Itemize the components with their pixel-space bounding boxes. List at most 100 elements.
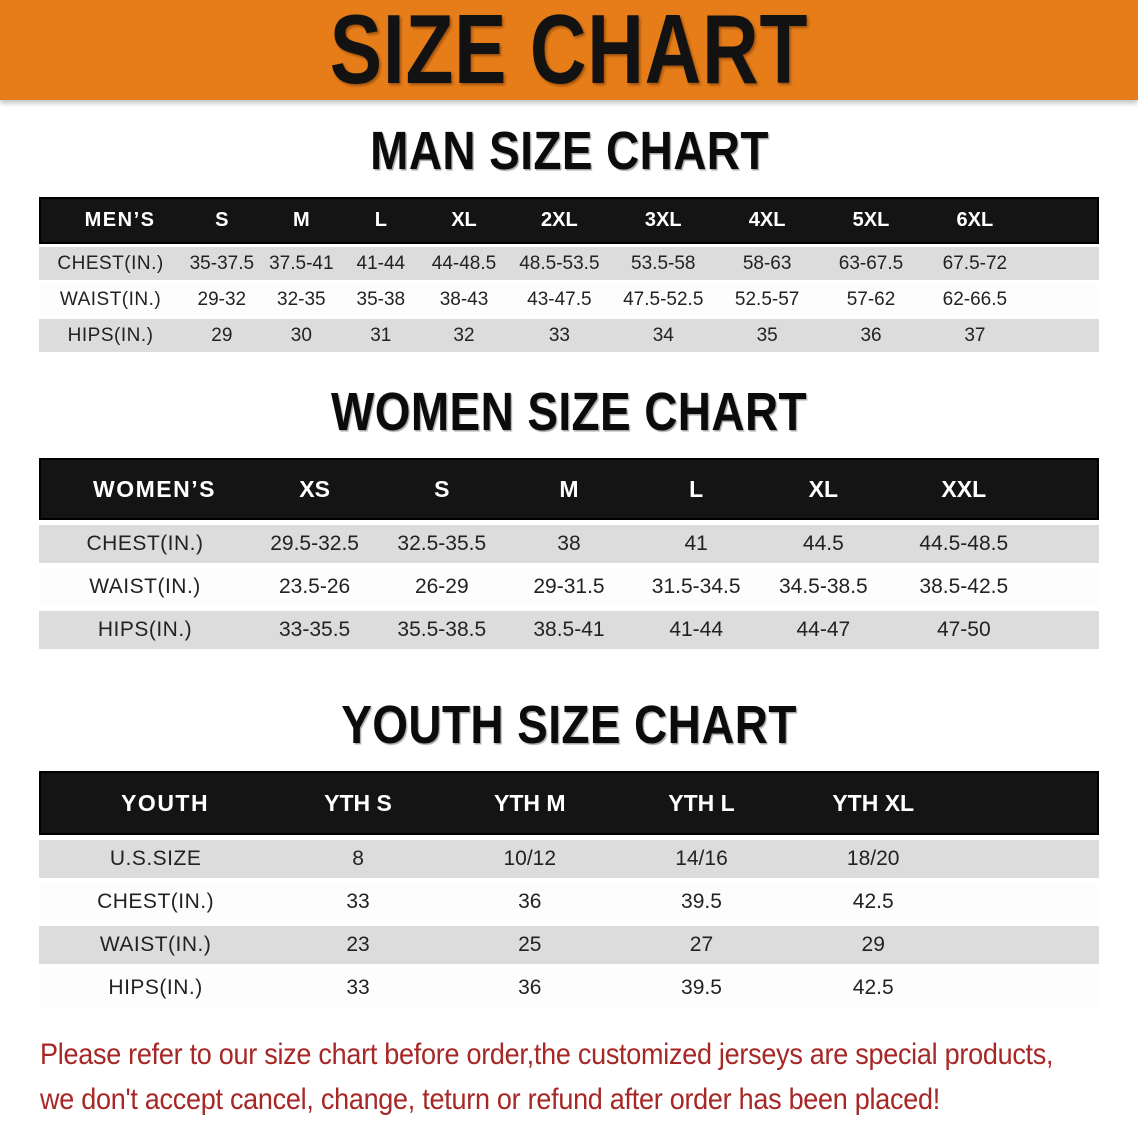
table-cell: 8 [272,840,444,878]
table-cell: 23.5-26 [251,568,379,606]
table-cell: 39.5 [615,883,788,921]
row-label: CHEST(IN.) [39,883,273,921]
column-header: 4XL [715,197,820,244]
row-label: HIPS(IN.) [39,319,183,352]
table-cell: 41-44 [632,611,760,649]
row-filler [959,926,1099,964]
column-header: 5XL [819,197,923,244]
table-cell: 42.5 [787,883,960,921]
row-label: CHEST(IN.) [39,525,252,563]
row-label: WAIST(IN.) [39,926,273,964]
table-row: WAIST(IN.) 23.5-26 26-29 29-31.5 31.5-34.5 34… [39,568,1099,606]
table-cell: 23 [272,926,444,964]
column-header: M [261,197,342,244]
table-row: WAIST(IN.) 23 25 27 29 [39,926,1099,964]
column-header: XS [251,458,379,520]
table-cell: 27 [615,926,788,964]
row-label: WAIST(IN.) [39,568,252,606]
disclaimer-line-1: Please refer to our size chart before or… [40,1038,1054,1071]
row-filler [959,883,1099,921]
table-header-row: YOUTH YTH S YTH M YTH L YTH XL [39,771,1099,835]
row-filler [1026,283,1099,316]
row-filler [1026,247,1099,280]
table-row: WAIST(IN.) 29-32 32-35 35-38 38-43 43-47.5 47.… [39,283,1099,316]
table-row: CHEST(IN.) 29.5-32.5 32.5-35.5 38 41 44.5 44.5… [39,525,1099,563]
table-cell: 31 [341,319,421,352]
youth-chart-heading: YOUTH SIZE CHART [341,695,797,755]
row-label: WAIST(IN.) [39,283,183,316]
table-cell: 33-35.5 [251,611,379,649]
table-header-label: WOMEN’S [39,458,252,520]
table-cell: 38 [505,525,633,563]
column-header: XL [420,197,508,244]
table-cell: 35-38 [341,283,421,316]
table-cell: 33 [272,883,444,921]
table-cell: 47-50 [886,611,1041,649]
table-cell: 42.5 [787,969,960,1007]
women-size-table: WOMEN’S XS S M L XL XXL CHEST(IN.) 29.5-32.5 32.5… [39,453,1099,654]
table-cell: 43-47.5 [507,283,612,316]
men-chart-heading: MAN SIZE CHART [369,121,769,181]
column-header: L [341,197,421,244]
women-chart-heading: WOMEN SIZE CHART [330,382,807,442]
table-cell: 37 [922,319,1027,352]
column-header: YTH XL [787,771,960,835]
row-filler [1026,319,1099,352]
table-row: CHEST(IN.) 35-37.5 37.5-41 41-44 44-48.5 48.5… [39,247,1099,280]
table-cell: 58-63 [715,247,820,280]
table-cell: 36 [819,319,923,352]
table-cell: 10/12 [443,840,616,878]
table-cell: 14/16 [615,840,788,878]
table-cell: 26-29 [378,568,506,606]
table-cell: 29-32 [182,283,262,316]
column-header: YTH M [443,771,616,835]
table-cell: 63-67.5 [819,247,923,280]
men-size-table: MEN’S S M L XL 2XL 3XL 4XL 5XL 6XL CHEST(IN.) 35-37… [39,194,1099,355]
table-cell: 35-37.5 [182,247,262,280]
table-row: U.S.SIZE 8 10/12 14/16 18/20 [39,840,1099,878]
column-header: 6XL [922,197,1027,244]
table-cell: 41-44 [341,247,421,280]
table-header-row: MEN’S S M L XL 2XL 3XL 4XL 5XL 6XL [39,197,1099,244]
table-cell: 29 [182,319,262,352]
table-cell: 35 [715,319,820,352]
table-cell: 34.5-38.5 [759,568,887,606]
table-cell: 67.5-72 [922,247,1027,280]
men-size-chart-section: MAN SIZE CHART MEN’S S M L XL 2XL 3XL 4XL 5XL 6XL… [0,100,1138,355]
table-header-label: YOUTH [39,771,273,835]
table-row: CHEST(IN.) 33 36 39.5 42.5 [39,883,1099,921]
table-cell: 37.5-41 [261,247,342,280]
table-cell: 18/20 [787,840,960,878]
order-disclaimer: Please refer to our size chart before or… [40,1032,1138,1122]
column-header: XL [759,458,887,520]
table-cell: 52.5-57 [715,283,820,316]
banner-title: SIZE CHART [329,0,809,105]
row-label: CHEST(IN.) [39,247,183,280]
row-filler [1040,568,1099,606]
table-row: HIPS(IN.) 33 36 39.5 42.5 [39,969,1099,1007]
table-cell: 48.5-53.5 [507,247,612,280]
table-cell: 41 [632,525,760,563]
table-cell: 29 [787,926,960,964]
table-cell: 36 [443,883,616,921]
column-header: XXL [886,458,1041,520]
column-header: L [632,458,760,520]
table-cell: 32 [420,319,508,352]
table-cell: 62-66.5 [922,283,1027,316]
row-filler [1040,611,1099,649]
table-cell: 47.5-52.5 [611,283,716,316]
row-filler [1040,525,1099,563]
youth-size-chart-section: YOUTH SIZE CHART YOUTH YTH S YTH M YTH L YTH… [0,654,1138,1012]
table-cell: 29.5-32.5 [251,525,379,563]
youth-size-table: YOUTH YTH S YTH M YTH L YTH XL U.S.SIZE 8 10/12… [39,766,1099,1012]
row-label: U.S.SIZE [39,840,273,878]
header-filler [1026,197,1099,244]
column-header: S [182,197,262,244]
table-cell: 38-43 [420,283,508,316]
column-header: M [505,458,633,520]
row-label: HIPS(IN.) [39,611,252,649]
row-filler [959,840,1099,878]
row-label: HIPS(IN.) [39,969,273,1007]
table-cell: 38.5-41 [505,611,633,649]
